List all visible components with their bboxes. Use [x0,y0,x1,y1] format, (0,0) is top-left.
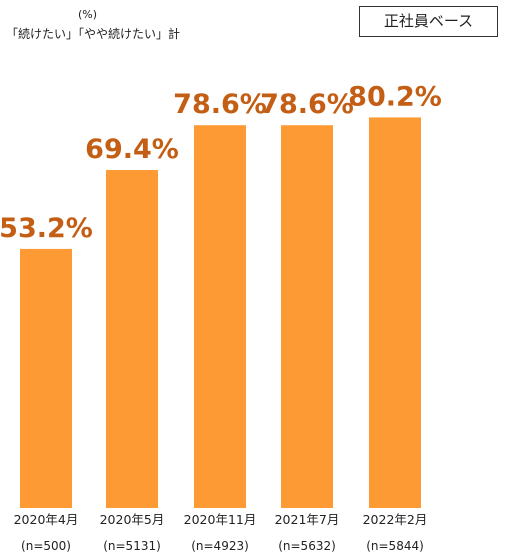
category-label-1: 2020年4月 [14,512,79,527]
category-label-5: 2022年2月 [363,512,428,527]
base-badge: 正社員ベース [359,6,498,37]
sample-size-label-1: (n=500) [21,539,71,553]
category-label-3: 2020年11月 [184,512,257,527]
sample-size-label-5: (n=5844) [366,539,424,553]
value-label-4: 78.6% [260,89,354,120]
value-label-1: 53.2% [0,213,93,244]
bar-5 [369,117,421,509]
bar-4 [281,125,333,508]
value-label-3: 78.6% [173,89,267,120]
bar-1 [20,248,72,508]
value-label-5: 80.2% [348,81,442,112]
chart-subtitle: 「続けたい」「やや続けたい」計 [6,27,181,41]
category-label-4: 2021年7月 [275,512,340,527]
sample-size-label-2: (n=5131) [103,539,161,553]
sample-size-label-4: (n=5632) [278,539,336,553]
category-label-2: 2020年5月 [100,512,165,527]
value-label-2: 69.4% [85,134,179,165]
unit-label: (%) [78,8,98,21]
sample-size-label-3: (n=4923) [191,539,249,553]
bar-2 [106,170,158,508]
bar-3 [194,125,246,508]
